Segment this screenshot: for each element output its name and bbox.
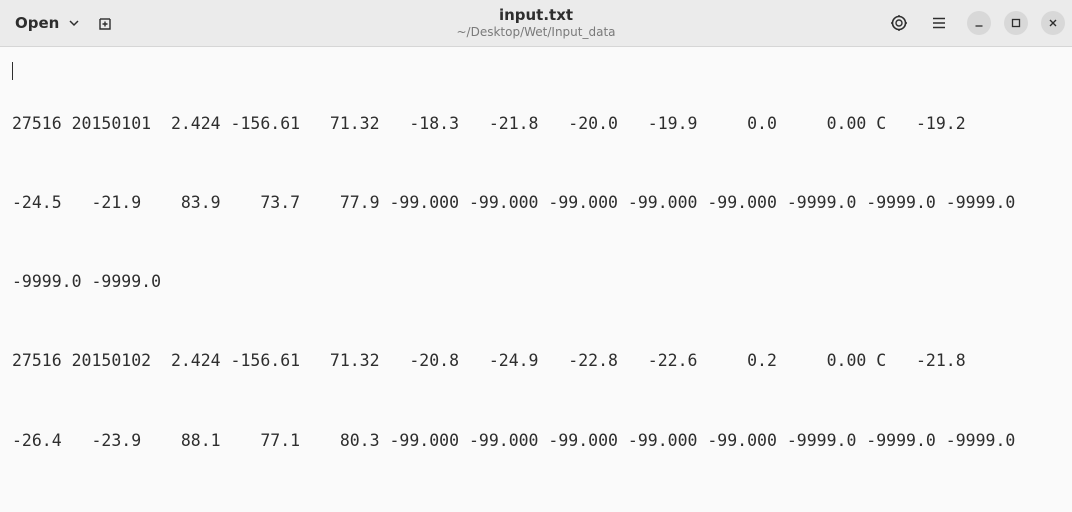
open-button-label: Open <box>15 14 60 32</box>
text-line: 27516 20150102 2.424 -156.61 71.32 -20.8… <box>12 351 966 371</box>
text-content[interactable]: 27516 20150101 2.424 -156.61 71.32 -18.3… <box>12 58 1015 512</box>
header-bar: Open input.txt ~/Desktop/Wet/Input_data <box>0 0 1072 47</box>
maximize-icon <box>1011 18 1021 28</box>
open-button[interactable]: Open <box>6 8 81 38</box>
text-line: -9999.0 -9999.0 <box>12 507 1015 512</box>
settings-icon <box>891 15 907 31</box>
text-line: -26.4 -23.9 88.1 77.1 80.3 -99.000 -99.0… <box>12 430 1016 450</box>
new-tab-button[interactable] <box>90 8 120 38</box>
minimize-icon <box>975 25 983 27</box>
text-editor[interactable]: 27516 20150101 2.424 -156.61 71.32 -18.3… <box>0 48 1072 512</box>
minimize-button[interactable] <box>967 11 991 35</box>
close-button[interactable] <box>1041 11 1065 35</box>
settings-button[interactable] <box>884 8 914 38</box>
text-cursor <box>12 62 13 80</box>
menu-icon <box>933 17 945 29</box>
close-icon <box>1049 19 1057 27</box>
text-line: -24.5 -21.9 83.9 73.7 77.9 -99.000 -99.0… <box>12 193 1016 213</box>
text-line: -9999.0 -9999.0 <box>12 272 162 292</box>
text-line: 27516 20150101 2.424 -156.61 71.32 -18.3… <box>12 113 966 133</box>
main-menu-button[interactable] <box>924 8 954 38</box>
chevron-down-icon <box>69 20 79 27</box>
maximize-button[interactable] <box>1004 11 1028 35</box>
new-tab-icon <box>99 18 111 30</box>
